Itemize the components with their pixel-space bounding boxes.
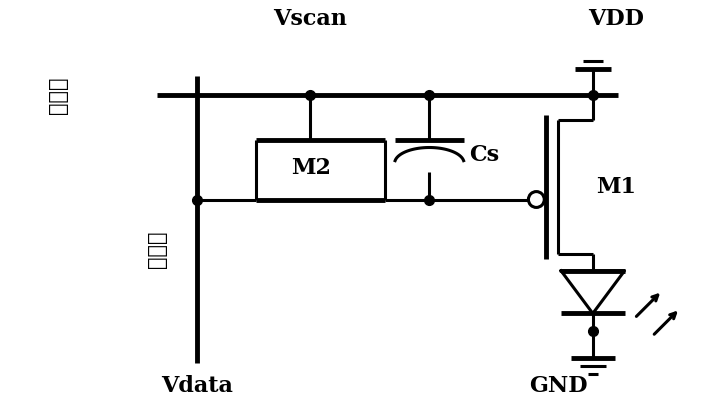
- Text: VDD: VDD: [588, 8, 643, 30]
- Text: 扫描线: 扫描线: [48, 77, 68, 114]
- Text: GND: GND: [529, 375, 587, 397]
- Text: M2: M2: [291, 157, 330, 179]
- Text: 数据线: 数据线: [147, 230, 167, 268]
- Text: M1: M1: [596, 176, 636, 198]
- Text: Cs: Cs: [469, 144, 499, 166]
- Text: Vdata: Vdata: [161, 375, 233, 397]
- Text: Vscan: Vscan: [273, 8, 348, 30]
